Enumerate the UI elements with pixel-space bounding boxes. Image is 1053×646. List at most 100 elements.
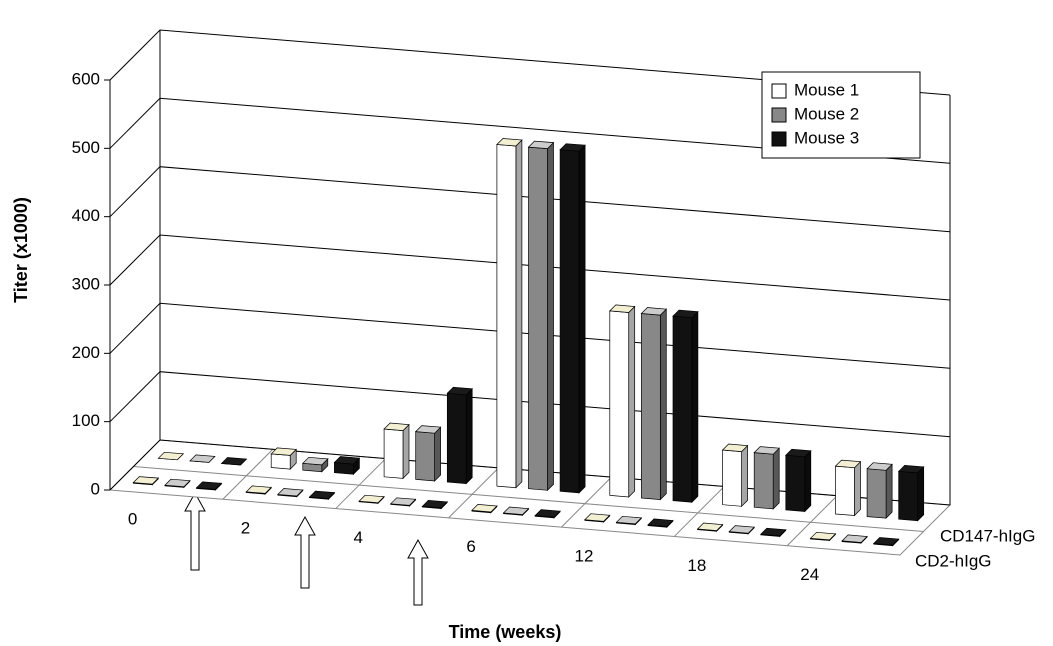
bar-top	[753, 446, 780, 455]
bar-top	[872, 537, 900, 546]
legend-label: Mouse 3	[794, 128, 859, 147]
arrow	[294, 515, 316, 589]
floor-divider	[335, 458, 387, 509]
floor-divider	[448, 467, 499, 519]
floor-divider	[133, 466, 924, 532]
bar-top	[809, 531, 837, 541]
bar-front	[672, 315, 693, 503]
bar	[721, 443, 749, 508]
bar-front	[383, 428, 404, 479]
x-tick-label: 6	[466, 537, 475, 556]
bar-side	[402, 423, 410, 480]
bar-side	[772, 447, 780, 510]
bar-top	[220, 457, 248, 466]
bar	[584, 513, 611, 523]
bar-top	[785, 448, 812, 458]
y-tick-label: 600	[72, 69, 100, 88]
bar	[471, 504, 498, 514]
bar-top	[502, 506, 530, 515]
bar	[647, 518, 674, 529]
bar-top	[157, 451, 185, 461]
bar-side	[547, 141, 554, 492]
arrow	[184, 491, 206, 571]
legend-box	[761, 71, 921, 159]
bar-top	[559, 143, 586, 152]
bar-top	[189, 454, 216, 463]
bar-front	[559, 149, 580, 494]
bar	[502, 506, 530, 517]
bar-top	[358, 494, 385, 504]
bar	[897, 464, 925, 522]
floor-divider	[561, 476, 612, 528]
x-tick-label: 4	[354, 528, 363, 547]
bar	[615, 515, 643, 526]
y-tick-label: 400	[72, 206, 100, 225]
bar	[277, 488, 304, 498]
bar-front	[753, 452, 774, 510]
bar-side	[691, 310, 699, 504]
floor-divider	[673, 486, 725, 537]
bar	[358, 494, 385, 505]
bar-side	[804, 449, 812, 513]
bar-top	[866, 462, 893, 471]
legend-swatch	[771, 83, 787, 99]
x-tick-label: 2	[241, 519, 250, 538]
x-tick-label: 24	[800, 565, 819, 584]
legend-swatch	[771, 107, 787, 123]
immunization-arrows	[184, 491, 429, 606]
bar-top	[640, 307, 668, 316]
bar	[534, 509, 561, 519]
bar-front	[270, 453, 291, 470]
bar-side	[515, 139, 523, 489]
bar	[389, 497, 417, 507]
bar-top	[647, 518, 674, 527]
bar-side	[628, 305, 636, 498]
bar-top	[164, 478, 191, 488]
bar	[195, 481, 223, 491]
bar-front	[334, 462, 354, 475]
bar-side	[578, 144, 586, 494]
bar-front	[446, 392, 467, 484]
y-tick-label: 200	[72, 343, 100, 362]
bar-front	[641, 313, 661, 500]
x-tick-label: 0	[128, 509, 137, 528]
bar-front	[496, 144, 517, 489]
bar-front	[866, 468, 887, 519]
bar	[809, 531, 837, 542]
bar	[785, 448, 812, 513]
bar	[414, 425, 442, 482]
y-tick-label: 300	[72, 274, 100, 293]
bar	[640, 307, 668, 501]
floor-divider	[222, 448, 274, 500]
bar-top	[615, 515, 643, 525]
bar-top	[721, 443, 749, 452]
arrow	[407, 538, 429, 606]
bar	[834, 459, 862, 517]
bar	[609, 304, 636, 498]
bar	[164, 478, 191, 489]
bar-side	[854, 460, 861, 517]
x-tick-label: 12	[575, 546, 594, 565]
y-tick-label: 500	[72, 138, 100, 157]
bar-top	[446, 386, 473, 396]
row-label: CD2-hIgG	[915, 551, 992, 570]
y-axis-title: Titer (x1000)	[11, 197, 31, 303]
bar-front	[722, 449, 742, 507]
bar-side	[885, 463, 893, 519]
legend: Mouse 1 Mouse 2 Mouse 3	[761, 71, 921, 159]
bar-top	[195, 481, 223, 490]
bar-top	[609, 304, 636, 313]
bar	[872, 537, 900, 547]
bar-top	[333, 456, 361, 465]
bar	[220, 457, 248, 466]
bar	[245, 485, 272, 495]
bar	[302, 456, 329, 473]
bar-side	[465, 387, 473, 485]
x-tick-label: 18	[687, 556, 706, 575]
bar-top	[389, 497, 417, 506]
bar	[866, 462, 893, 519]
bar	[189, 454, 216, 463]
bar	[672, 309, 699, 504]
bar-top	[414, 425, 442, 434]
